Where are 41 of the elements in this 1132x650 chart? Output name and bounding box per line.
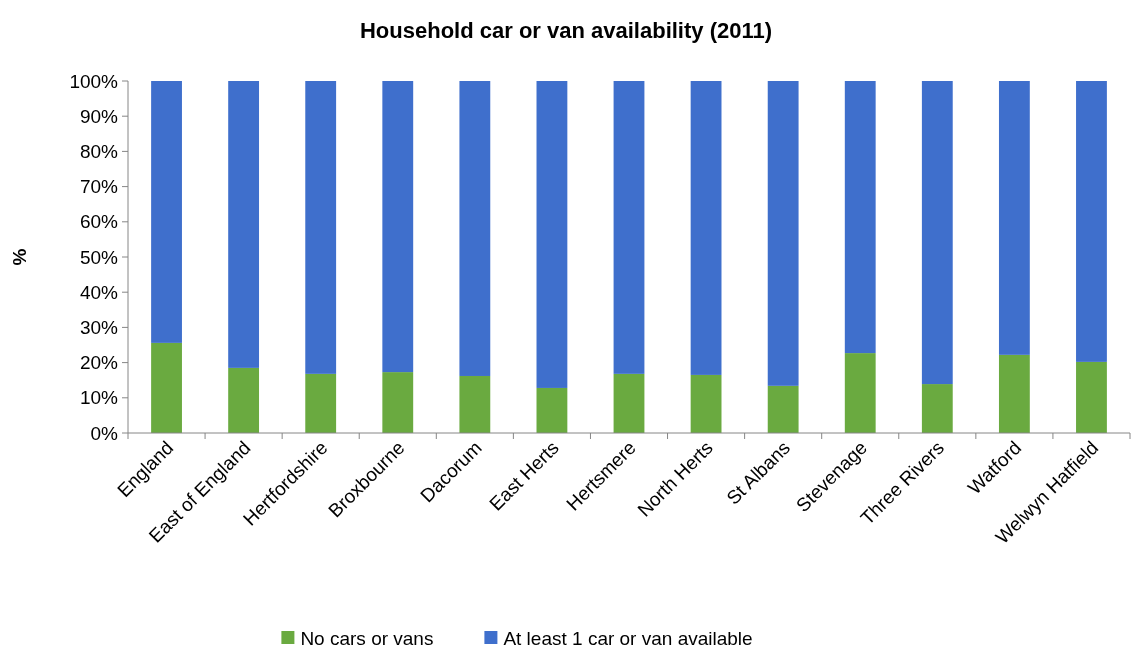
bar (459, 375, 491, 433)
bar (613, 373, 645, 433)
y-tick-label: 50% (79, 246, 119, 268)
bar (305, 373, 337, 433)
bar (690, 374, 722, 433)
bar (921, 81, 953, 385)
y-axis-title: % (9, 248, 30, 266)
bar (844, 353, 876, 433)
bar (228, 367, 260, 433)
y-tick-label: 90% (79, 105, 119, 127)
bar (151, 342, 182, 433)
bar (382, 81, 414, 373)
bar (767, 385, 799, 433)
bar (998, 81, 1030, 355)
y-tick-label: 70% (79, 176, 119, 198)
bar (1076, 361, 1107, 433)
y-tick-label: 10% (79, 387, 119, 409)
y-tick-label: 0% (90, 422, 119, 444)
bar (1076, 81, 1107, 362)
y-tick-label: 40% (79, 281, 119, 303)
bar (613, 81, 645, 374)
y-tick-label: 20% (79, 352, 119, 374)
chart-title: Household car or van availability (2011) (359, 18, 773, 43)
y-tick-label: 80% (79, 141, 119, 163)
bar (844, 81, 876, 354)
bar (998, 354, 1030, 433)
y-tick-label: 60% (79, 211, 119, 233)
bar (382, 372, 414, 433)
bar (536, 387, 568, 433)
bar (305, 81, 337, 374)
bar (921, 384, 953, 433)
bar (151, 81, 182, 343)
bar (690, 81, 722, 375)
legend-label: At least 1 car or van available (503, 627, 753, 649)
y-tick-label: 30% (79, 317, 119, 339)
bar (459, 81, 491, 376)
bar (767, 81, 799, 386)
legend-label: No cars or vans (300, 627, 434, 649)
y-tick-label: 100% (69, 70, 119, 92)
bar (228, 81, 260, 368)
bar (536, 81, 568, 388)
